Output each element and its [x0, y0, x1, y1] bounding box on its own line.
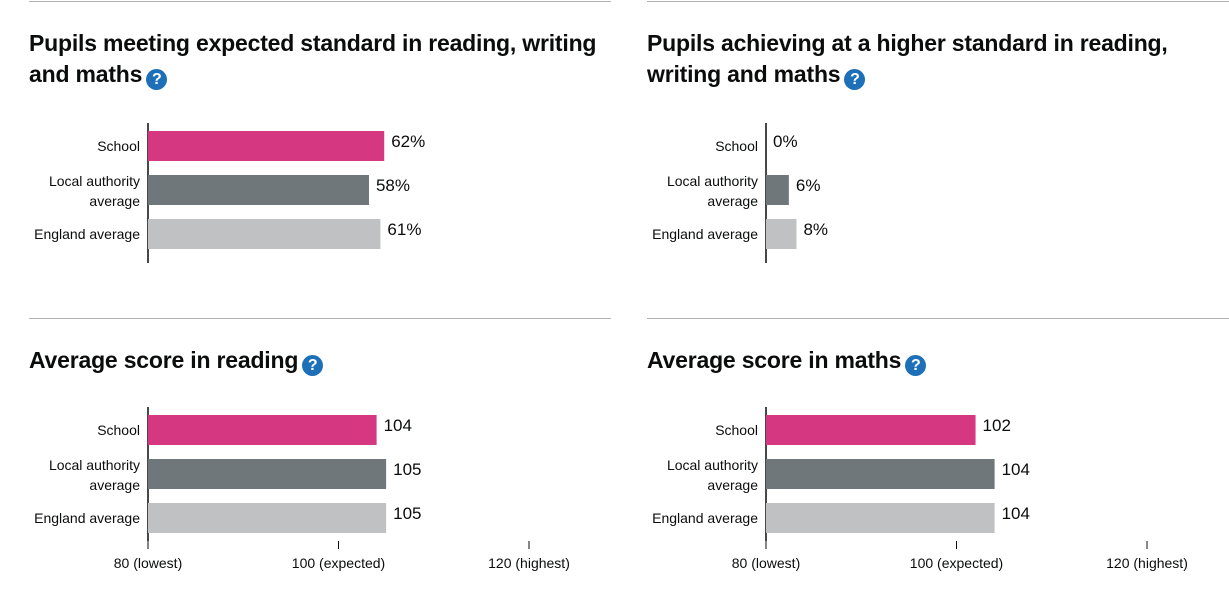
panel-divider	[29, 1, 611, 2]
x-tick-label: 80 (lowest)	[114, 555, 182, 571]
value-label: 104	[1002, 460, 1030, 479]
category-label: School	[715, 138, 758, 154]
x-tick-label: 100 (expected)	[910, 555, 1003, 571]
help-icon[interactable]: ?	[146, 69, 168, 90]
x-tick-label: 80 (lowest)	[732, 555, 800, 571]
bar-chart-maths-score: 102 School 104 Local authority average 104 Eng…	[652, 407, 1188, 571]
category-label: average	[89, 477, 140, 493]
bar-chart-higher-standard: 0% School 6% Local authority average 8% Englan…	[652, 123, 828, 263]
value-label: 104	[1002, 504, 1030, 523]
chart-title: Average score in reading?	[29, 345, 599, 376]
value-label: 0%	[773, 132, 798, 151]
category-label: average	[707, 477, 758, 493]
category-label: England average	[34, 226, 140, 242]
value-label: 8%	[803, 220, 828, 239]
category-label: average	[707, 193, 758, 209]
category-label: England average	[652, 510, 758, 526]
bar-england	[766, 219, 797, 249]
chart-title-text: Average score in reading	[29, 347, 299, 373]
panel-divider	[647, 318, 1229, 319]
value-label: 105	[393, 504, 421, 523]
category-label: England average	[652, 226, 758, 242]
value-label: 58%	[376, 176, 410, 195]
category-label: Local authority	[667, 457, 758, 473]
value-label: 104	[384, 416, 412, 435]
bar-local-authority	[148, 175, 369, 205]
category-label: School	[97, 138, 140, 154]
value-label: 61%	[387, 220, 421, 239]
chart-title-text: Average score in maths	[647, 347, 902, 373]
bar-england	[148, 503, 387, 533]
category-label: School	[715, 422, 758, 438]
chart-title: Average score in maths?	[647, 345, 1217, 376]
chart-panel-expected-standard: Pupils meeting expected standard in read…	[29, 1, 611, 301]
panel-divider	[647, 1, 1229, 2]
chart-panel-maths-score: Average score in maths? 102 School 104 Loca…	[647, 318, 1229, 603]
category-label: average	[89, 193, 140, 209]
bar-local-authority	[766, 459, 995, 489]
chart-title-text: Pupils achieving at a higher standard in…	[647, 30, 1168, 87]
x-tick-label: 120 (highest)	[488, 555, 570, 571]
chart-panel-higher-standard: Pupils achieving at a higher standard in…	[647, 1, 1229, 301]
help-icon[interactable]: ?	[844, 69, 866, 90]
value-label: 102	[983, 416, 1011, 435]
category-label: Local authority	[49, 173, 140, 189]
bar-england	[766, 503, 995, 533]
chart-panel-reading-score: Average score in reading? 104 School 105 Lo…	[29, 318, 611, 603]
category-label: Local authority	[49, 457, 140, 473]
bar-local-authority	[766, 175, 789, 205]
bar-school	[148, 131, 385, 161]
chart-title: Pupils meeting expected standard in read…	[29, 28, 599, 90]
bar-school	[766, 415, 976, 445]
help-icon[interactable]: ?	[905, 355, 927, 376]
value-label: 62%	[391, 132, 425, 151]
bar-england	[148, 219, 381, 249]
bar-chart-reading-score: 104 School 105 Local authority average 105 Eng…	[34, 407, 570, 571]
value-label: 6%	[796, 176, 821, 195]
help-icon[interactable]: ?	[302, 355, 324, 376]
x-tick-label: 100 (expected)	[292, 555, 385, 571]
panel-divider	[29, 318, 611, 319]
chart-title: Pupils achieving at a higher standard in…	[647, 28, 1217, 90]
category-label: Local authority	[667, 173, 758, 189]
category-label: School	[97, 422, 140, 438]
chart-title-text: Pupils meeting expected standard in read…	[29, 30, 597, 87]
value-label: 105	[393, 460, 421, 479]
bar-chart-expected-standard: 62% School 58% Local authority average 61% Eng…	[34, 123, 425, 263]
x-tick-label: 120 (highest)	[1106, 555, 1188, 571]
bar-local-authority	[148, 459, 387, 489]
bar-school	[148, 415, 377, 445]
category-label: England average	[34, 510, 140, 526]
